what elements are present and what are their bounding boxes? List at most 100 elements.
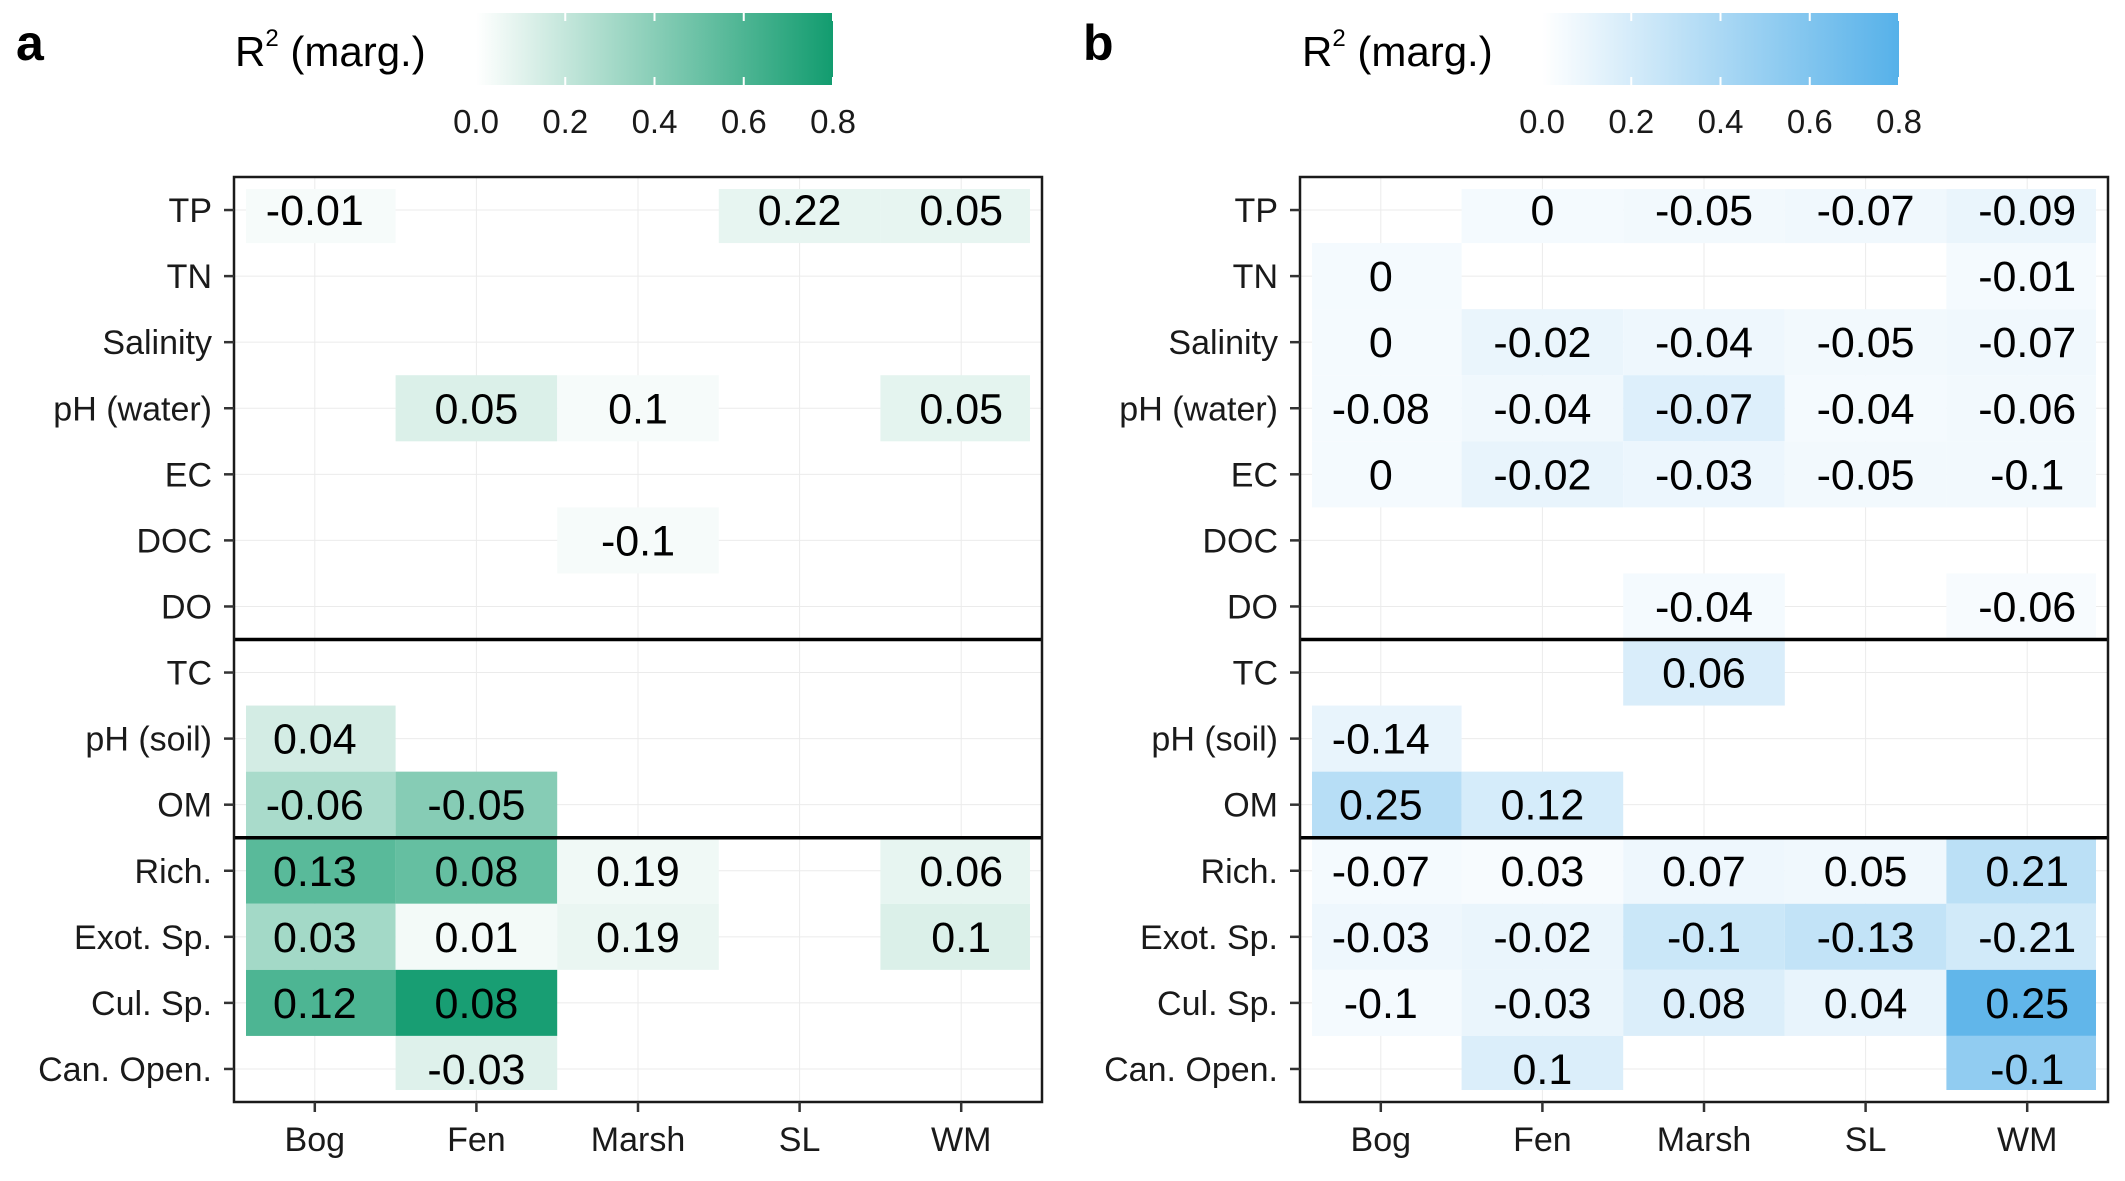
y-tick-label: Can. Open. [38,1051,212,1089]
x-tick-label: Bog [1351,1121,1412,1159]
cell-value-label: 0.08 [435,980,519,1028]
heatmap-tile [1461,189,1624,244]
cell-value-label: 0.19 [596,848,680,896]
heatmap-tile [1946,573,2096,640]
heatmap-tile [395,837,558,904]
cell-value-label: 0.12 [273,980,357,1028]
cell-value-label: 0 [1369,451,1393,499]
cell-value-label: 0.04 [1824,980,1908,1028]
cell-value-label: 0.08 [1662,980,1746,1028]
y-tick-label: Rich. [1201,853,1278,891]
heatmap-tile [1312,837,1462,904]
cell-value-label: 0.1 [608,385,668,433]
cell-value-label: 0.1 [1513,1046,1573,1094]
heatmap-tile [1312,309,1462,376]
heatmap-tile [395,903,558,970]
cell-value-label: -0.07 [1655,385,1753,433]
x-tick-label: WM [1997,1121,2057,1159]
x-tick-label: Fen [1513,1121,1572,1159]
heatmap-tile [1784,903,1947,970]
y-tick-label: Rich. [135,853,212,891]
legend-tick-label: 0.8 [1876,103,1922,140]
cell-value-label: 0.25 [1339,782,1423,830]
heatmap-tile [1312,243,1462,310]
heatmap-tile [1623,441,1785,508]
x-tick-label: Fen [447,1121,506,1159]
y-tick-label: Exot. Sp. [1140,919,1278,957]
heatmap-tile [1623,903,1785,970]
cell-value-label: -0.02 [1493,319,1591,367]
cell-value-label: -0.01 [266,187,364,235]
heatmap-tile [1312,705,1462,772]
heatmap-tile [1623,375,1785,442]
cell-value-label: -0.04 [1655,583,1753,631]
panel-b: b R2 (marg.) 0.0 0.2 0.4 0.6 0.8 0 -0.05 -0.07 -0.… [1083,13,2110,1159]
cell-value-label: -0.1 [601,517,675,565]
cell-value-label: 0.01 [435,914,519,962]
cell-value-label: 0.07 [1662,848,1746,896]
heatmap-tile [1784,189,1947,244]
y-tick-label: OM [157,787,212,825]
heatmap-tile [1623,309,1785,376]
heatmap-tile [1461,309,1624,376]
y-tick-label: Salinity [1168,324,1278,362]
cell-value-label: -0.05 [1655,187,1753,235]
cell-value-label: -0.07 [1978,319,2076,367]
heatmap-tile [1461,375,1624,442]
heatmap-tile [1623,837,1785,904]
y-tick-label: DO [161,588,212,626]
y-tick-label: TP [1235,192,1278,230]
legend-tick-label: 0.2 [542,103,588,140]
cell-value-label: 0.13 [273,848,357,896]
heatmap-tile [1946,189,2096,244]
cell-value-label: 0.25 [1985,980,2069,1028]
heatmap-tile [1946,1035,2096,1090]
panel-letter: a [16,15,45,71]
heatmap-tile [1946,309,2096,376]
heatmap-tile [1946,837,2096,904]
y-tick-label: TN [167,258,212,296]
legend-tick-label: 0.0 [1519,103,1565,140]
cell-value-label: -0.14 [1332,716,1430,764]
heatmap-tile [395,771,558,838]
y-tick-label: TN [1233,258,1278,296]
cell-value-label: 0.12 [1501,782,1585,830]
heatmap-tile [1784,375,1947,442]
heatmap-tile [1784,837,1947,904]
heatmap-tile [1312,969,1462,1036]
cell-value-label: -0.1 [1667,914,1741,962]
heatmap-tile [1946,441,2096,508]
heatmap-tile [1461,771,1624,838]
heatmap-tile [1623,573,1785,640]
cell-value-label: -0.1 [1344,980,1418,1028]
cell-value-label: -0.04 [1655,319,1753,367]
cell-value-label: -0.06 [266,782,364,830]
cell-value-label: -0.06 [1978,385,2076,433]
legend-tick-label: 0.2 [1608,103,1654,140]
cell-value-label: -0.03 [427,1046,525,1094]
heatmap-tile [880,375,1030,442]
legend: R2 (marg.) 0.0 0.2 0.4 0.6 0.8 [235,13,856,140]
heatmap-tile [557,507,719,574]
heatmap-tile [1312,441,1462,508]
legend-tick-label: 0.6 [1787,103,1833,140]
y-tick-label: Can. Open. [1104,1051,1278,1089]
heatmap-tile [246,771,396,838]
heatmap-tile [557,903,719,970]
cell-value-label: -0.04 [1493,385,1591,433]
cell-value-label: 0 [1369,253,1393,301]
heatmap-tile [1784,969,1947,1036]
cell-value-label: 0.03 [273,914,357,962]
y-tick-label: OM [1223,787,1278,825]
cell-value-label: 0.04 [273,716,357,764]
cell-value-label: -0.05 [427,782,525,830]
cell-value-label: -0.21 [1978,914,2076,962]
legend: R2 (marg.) 0.0 0.2 0.4 0.6 0.8 [1302,13,1922,140]
x-tick-label: SL [1845,1121,1887,1159]
cell-value-label: -0.03 [1332,914,1430,962]
panel-letter: b [1083,15,1114,71]
heatmap-tile [1312,903,1462,970]
heatmap-tile [246,837,396,904]
y-tick-label: TP [169,192,212,230]
